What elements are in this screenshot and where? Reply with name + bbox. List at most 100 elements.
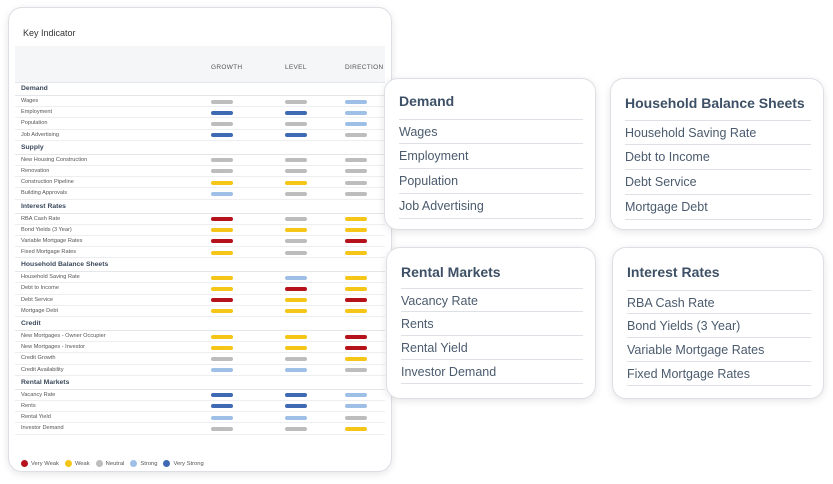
direction-indicator [345, 393, 367, 398]
growth-indicator [211, 121, 233, 126]
card-list: Vacancy Rate Rents Rental Yield Investor… [401, 288, 583, 384]
list-item[interactable]: Employment [399, 144, 583, 169]
row-label: Debt Service [21, 296, 54, 303]
table-row[interactable]: RBA Cash Rate [15, 214, 385, 225]
level-indicator [285, 368, 307, 373]
growth-indicator [211, 393, 233, 398]
card-list: RBA Cash Rate Bond Yields (3 Year) Varia… [627, 290, 811, 386]
list-item[interactable]: Vacancy Rate [401, 288, 583, 312]
section-header: Interest Rates [15, 200, 385, 214]
column-growth: GROWTH [211, 64, 243, 71]
direction-indicator [345, 309, 367, 314]
legend-label: Strong [140, 460, 158, 467]
legend: Very Weak Weak Neutral Strong Very Strong [21, 454, 210, 467]
list-item[interactable]: Household Saving Rate [625, 120, 811, 145]
level-indicator [285, 393, 307, 398]
level-indicator [285, 356, 307, 361]
growth-indicator [211, 309, 233, 314]
table-row[interactable]: Construction Pipeline [15, 177, 385, 189]
table-row[interactable]: Rental Yield [15, 412, 385, 424]
card-title: Rental Markets [401, 264, 501, 280]
row-label: RBA Cash Rate [21, 215, 61, 222]
row-label: Employment [21, 109, 53, 116]
table-row[interactable]: New Mortgages - Investor [15, 342, 385, 354]
row-label: Bond Yields (3 Year) [21, 226, 72, 233]
table-row[interactable]: Investor Demand [15, 423, 385, 435]
card-interest-rates[interactable]: Interest Rates RBA Cash Rate Bond Yields… [612, 247, 824, 399]
level-indicator [285, 345, 307, 350]
growth-indicator [211, 426, 233, 431]
table-row[interactable]: Credit Availability [15, 365, 385, 376]
table-row[interactable]: Employment [15, 107, 385, 119]
level-indicator [285, 158, 307, 163]
legend-dot-icon [21, 460, 28, 467]
card-title: Interest Rates [627, 264, 720, 280]
card-title: Household Balance Sheets [625, 95, 805, 111]
level-indicator [285, 228, 307, 233]
direction-indicator [345, 180, 367, 185]
table-row[interactable]: Rents [15, 401, 385, 413]
table-row[interactable]: Debt to Income [15, 283, 385, 295]
table-row[interactable]: Variable Mortgage Rates [15, 236, 385, 248]
column-level: LEVEL [285, 64, 307, 71]
table-row[interactable]: New Mortgages - Owner Occupier [15, 331, 385, 343]
growth-indicator [211, 133, 233, 138]
card-demand[interactable]: Demand Wages Employment Population Job A… [384, 78, 596, 230]
section-header: Supply [15, 141, 385, 155]
growth-indicator [211, 298, 233, 303]
list-item[interactable]: Investor Demand [401, 360, 583, 384]
table-row[interactable]: Credit Growth [15, 353, 385, 365]
list-item[interactable]: Bond Yields (3 Year) [627, 314, 811, 338]
direction-indicator [345, 239, 367, 244]
list-item[interactable]: Job Advertising [399, 194, 583, 219]
level-indicator [285, 110, 307, 115]
list-item[interactable]: Rents [401, 312, 583, 336]
list-item[interactable]: Debt Service [625, 170, 811, 195]
direction-indicator [345, 169, 367, 174]
card-rental-markets[interactable]: Rental Markets Vacancy Rate Rents Rental… [386, 247, 596, 399]
list-item[interactable]: Rental Yield [401, 336, 583, 360]
growth-indicator [211, 250, 233, 255]
table-row[interactable]: Household Saving Rate [15, 272, 385, 284]
table-row[interactable]: Renovation [15, 166, 385, 178]
table-row[interactable]: Mortgage Debt [15, 306, 385, 317]
table-row[interactable]: Wages [15, 96, 385, 108]
list-item[interactable]: Population [399, 169, 583, 194]
row-label: Building Approvals [21, 190, 68, 197]
column-header-bar: GROWTH LEVEL DIRECTION [15, 46, 385, 83]
list-item[interactable]: Fixed Mortgage Rates [627, 362, 811, 386]
growth-indicator [211, 415, 233, 420]
list-item[interactable]: Wages [399, 119, 583, 144]
section-title: Demand [21, 85, 48, 92]
section-title: Supply [21, 143, 44, 151]
growth-indicator [211, 217, 233, 221]
table-row[interactable]: Population [15, 118, 385, 130]
growth-indicator [211, 228, 233, 233]
table-row[interactable]: Job Advertising [15, 130, 385, 141]
card-household-balance-sheets[interactable]: Household Balance Sheets Household Savin… [610, 78, 824, 230]
section-title: Rental Markets [21, 378, 70, 386]
direction-indicator [345, 228, 367, 233]
legend-item: Very Weak [21, 460, 59, 467]
section-header: Household Balance Sheets [15, 258, 385, 273]
direction-indicator [345, 298, 367, 303]
direction-indicator [345, 415, 367, 420]
legend-label: Neutral [105, 460, 125, 467]
table-row[interactable]: Vacancy Rate [15, 390, 385, 401]
table-row[interactable]: Fixed Mortgage Rates [15, 247, 385, 259]
table-row[interactable]: Building Approvals [15, 188, 385, 200]
table-row[interactable]: New Housing Construction [15, 155, 385, 166]
list-item[interactable]: Mortgage Debt [625, 195, 811, 220]
row-label: Rental Yield [21, 414, 51, 421]
table-row[interactable]: Bond Yields (3 Year) [15, 225, 385, 236]
growth-indicator [211, 334, 233, 339]
list-item[interactable]: Variable Mortgage Rates [627, 338, 811, 362]
list-item[interactable]: RBA Cash Rate [627, 290, 811, 314]
growth-indicator [211, 191, 233, 196]
level-indicator [285, 133, 307, 138]
direction-indicator [345, 133, 367, 138]
row-label: Job Advertising [21, 131, 59, 138]
table-row[interactable]: Debt Service [15, 295, 385, 306]
list-item[interactable]: Debt to Income [625, 145, 811, 170]
key-indicator-panel: Key Indicator GROWTH LEVEL DIRECTION Dem… [8, 7, 392, 472]
